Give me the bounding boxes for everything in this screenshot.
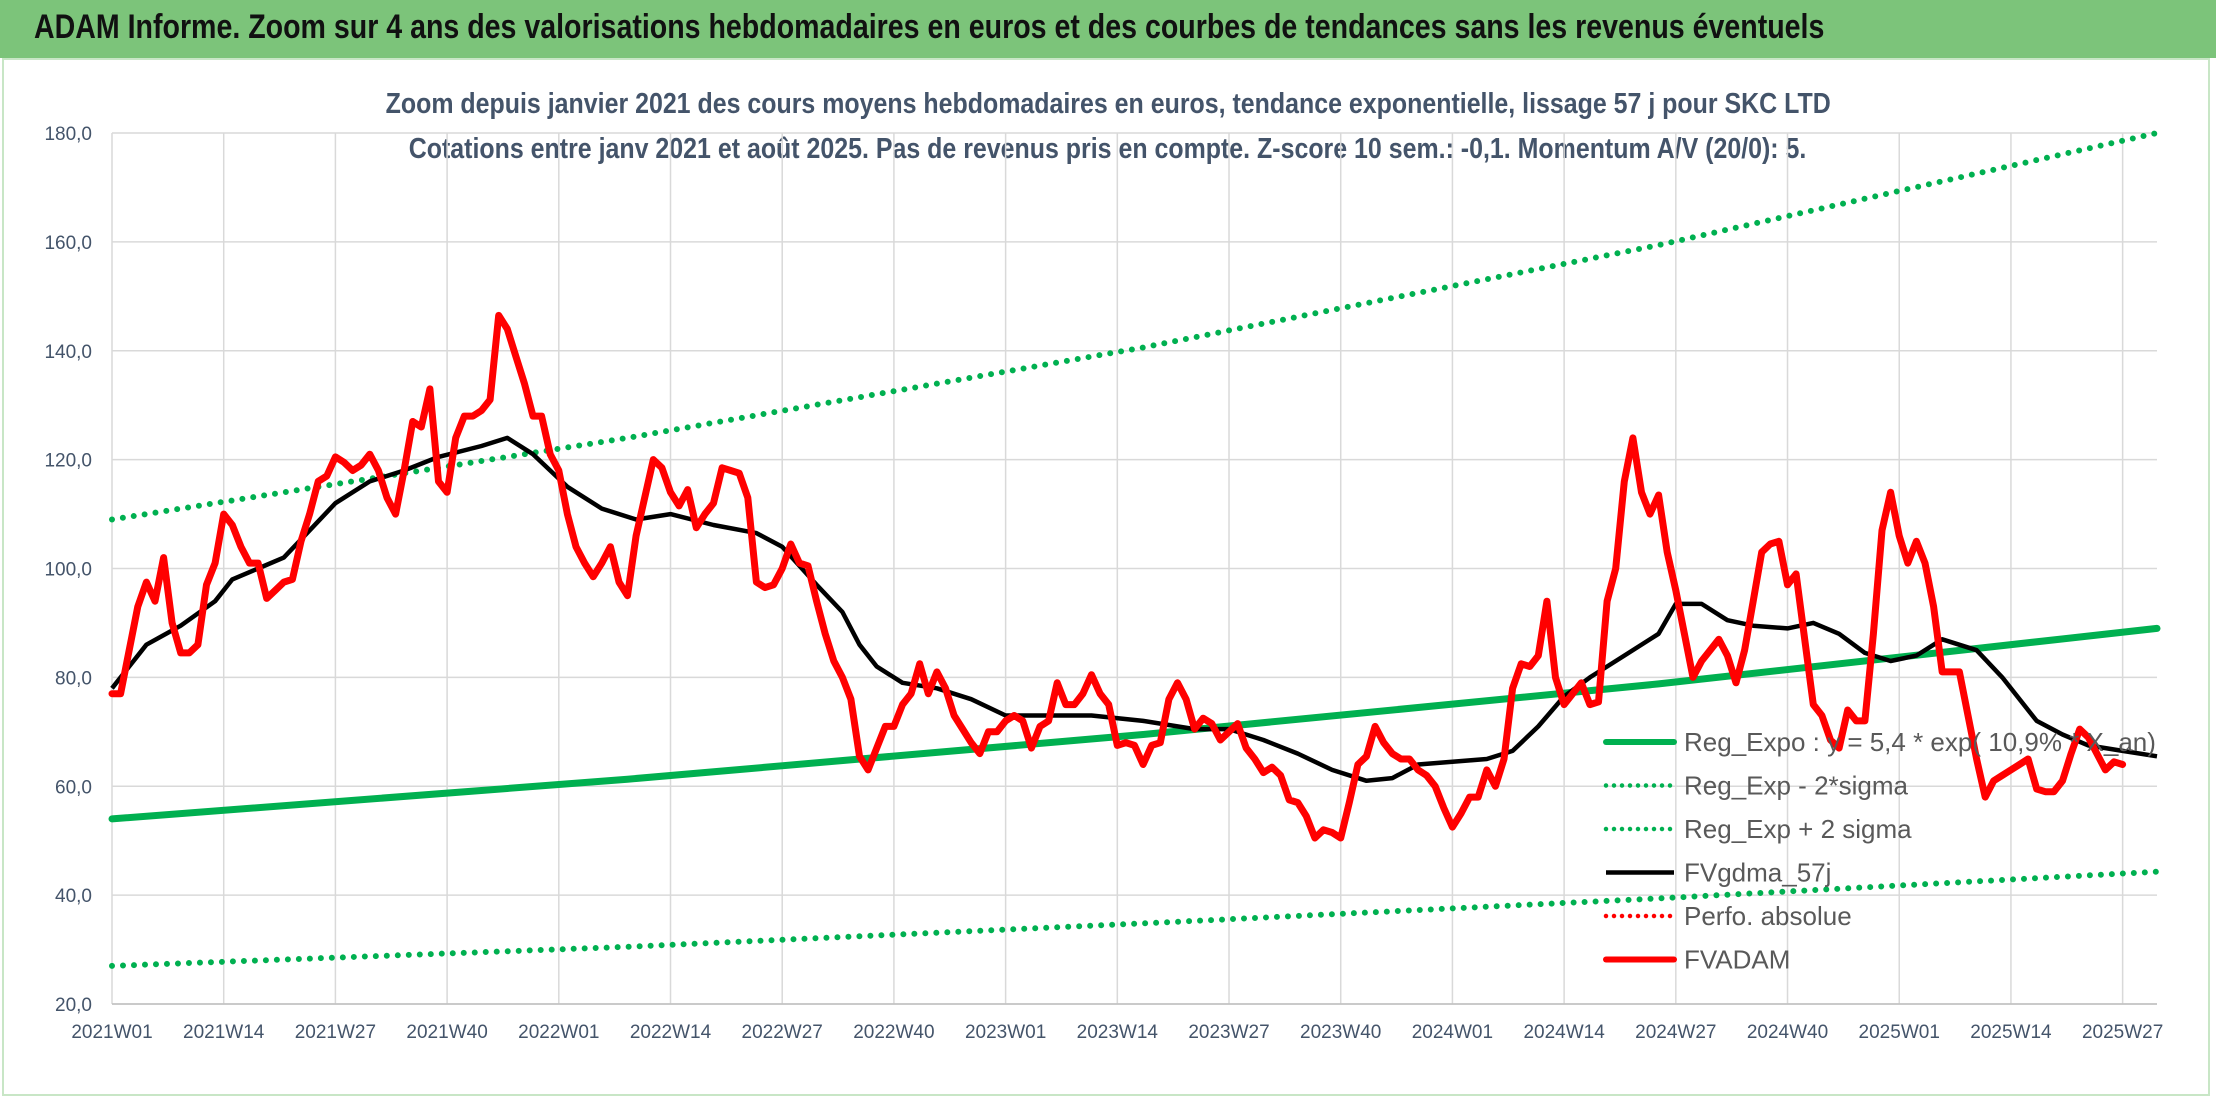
legend-label: Reg_Exp - 2*sigma (1684, 771, 1909, 801)
legend-label: Reg_Expo : y = 5,4 * exp( 10,9% * X_an) (1684, 727, 2156, 757)
chart-title-text: Zoom depuis janvier 2021 des cours moyen… (385, 88, 1831, 120)
legend-label: FVADAM (1684, 945, 1790, 975)
x-tick-label: 2024W14 (1523, 1022, 1605, 1043)
y-tick-label: 100,0 (44, 560, 92, 581)
y-tick-label: 160,0 (44, 233, 92, 254)
x-tick-label: 2021W14 (183, 1022, 265, 1043)
legend-label: Reg_Exp + 2 sigma (1684, 814, 1912, 844)
y-tick-label: 40,0 (55, 886, 92, 907)
x-tick-label: 2024W01 (1412, 1022, 1493, 1043)
x-axis-ticks: 2021W01 2021W14 2021W27 2021W40 2022W01 2022W… (71, 1022, 2163, 1043)
x-tick-label: 2022W01 (518, 1022, 599, 1043)
x-tick-label: 2024W40 (1747, 1022, 1828, 1043)
x-tick-label: 2023W40 (1300, 1022, 1381, 1043)
y-tick-label: 20,0 (55, 995, 92, 1016)
chart-frame (2, 58, 2210, 1096)
x-tick-label: 2022W14 (630, 1022, 712, 1043)
x-tick-label: 2025W01 (1859, 1022, 1940, 1043)
x-tick-label: 2022W27 (742, 1022, 823, 1043)
grid (111, 132, 2157, 1005)
series-line-reg-expo-y-5-4-exp-10-9-x-an (108, 624, 2161, 823)
x-tick-label: 2023W14 (1077, 1022, 1159, 1043)
y-tick-label: 140,0 (44, 342, 92, 363)
legend-label: FVgdma_57j (1684, 858, 1831, 888)
x-tick-label: 2022W40 (853, 1022, 934, 1043)
x-tick-label: 2023W27 (1188, 1022, 1269, 1043)
banner-title: ADAM Informe. Zoom sur 4 ans des valoris… (34, 8, 1825, 46)
x-tick-label: 2023W01 (965, 1022, 1046, 1043)
chart-subtitle-text: Cotations entre janv 2021 et août 2025. … (409, 133, 1807, 165)
x-tick-label: 2021W27 (295, 1022, 376, 1043)
y-tick-label: 80,0 (55, 668, 92, 689)
x-tick-label: 2025W14 (1970, 1022, 2052, 1043)
x-tick-label: 2025W27 (2082, 1022, 2163, 1043)
x-tick-label: 2024W27 (1635, 1022, 1716, 1043)
series-line-reg-exp-2-sigma (109, 130, 2160, 523)
y-tick-label: 180,0 (44, 124, 92, 145)
legend: Reg_Expo : y = 5,4 * exp( 10,9% * X_an) R… (1603, 727, 2156, 975)
series-line-reg-exp-2-sigma (109, 868, 2160, 969)
chart-title: Zoom depuis janvier 2021 des cours moyen… (0, 88, 2216, 121)
title-banner: ADAM Informe. Zoom sur 4 ans des valoris… (0, 0, 2216, 58)
y-axis-ticks: 20,0 40,0 60,0 80,0 100,0 120,0 140,0 160,0 180,… (44, 124, 92, 1016)
x-tick-label: 2021W01 (71, 1022, 152, 1043)
y-tick-label: 60,0 (55, 777, 92, 798)
series (108, 130, 2161, 969)
legend-label: Perfo. absolue (1684, 901, 1852, 931)
chart-subtitle: Cotations entre janv 2021 et août 2025. … (0, 133, 2216, 166)
y-tick-label: 120,0 (44, 451, 92, 472)
series-line-fvadam (108, 311, 2127, 842)
x-tick-label: 2021W40 (406, 1022, 487, 1043)
